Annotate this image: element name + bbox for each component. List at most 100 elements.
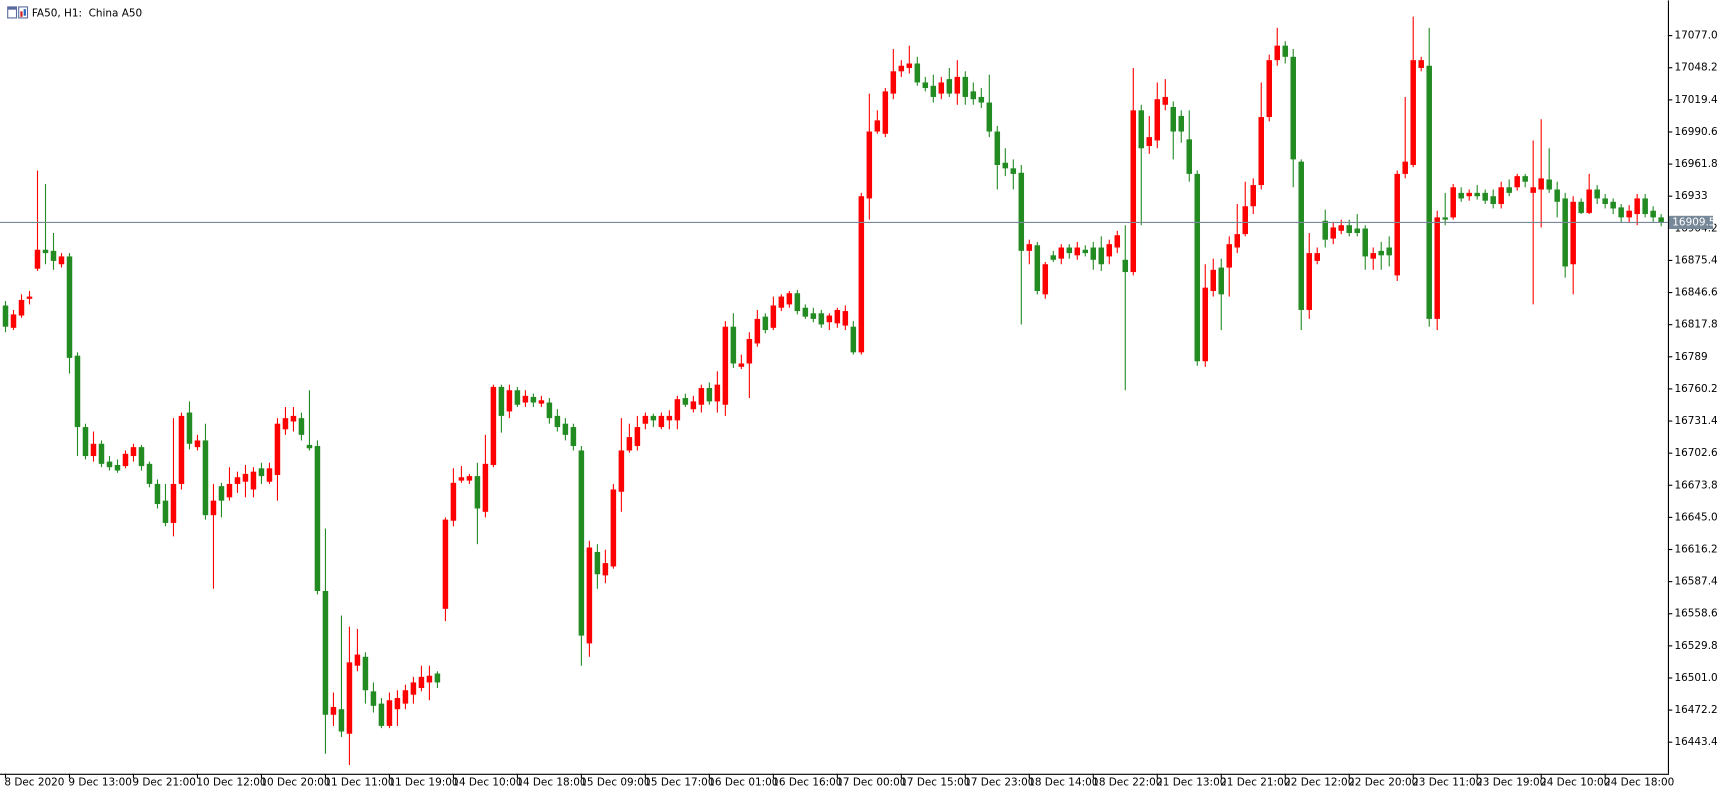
icon-bar [7,6,17,10]
candle-body [1098,247,1105,265]
candle-body [1546,179,1552,190]
y-tick-label: 17048.2 [1674,62,1717,74]
candle-body [466,476,473,481]
candle-body [258,468,265,477]
candle-body [1282,45,1288,57]
candle-body [1138,110,1145,149]
candle-body [1194,173,1201,362]
candle-body [706,388,713,402]
candle-body [58,256,65,265]
candle-body [210,500,217,516]
candle-body [1626,210,1632,218]
y-tick-label: 16645.0 [1674,511,1717,523]
candle-body [1370,253,1376,259]
candle-body [794,293,801,312]
y-tick-label: 17019.4 [1674,94,1718,106]
candle-body [154,483,161,505]
candle-body [538,400,545,404]
candle-body [370,691,377,706]
candle-body [714,384,721,402]
y-tick-label: 16443.4 [1674,736,1718,748]
candle-body [1658,217,1664,223]
candle-body [1122,259,1129,273]
candle-body [1250,185,1257,207]
candle-body [866,131,873,199]
icon-candle [23,9,26,16]
candle-body [1034,245,1041,292]
candle-body [986,102,993,132]
candle-body [602,563,609,576]
candle-body [1498,187,1504,205]
candle-body [1562,198,1568,267]
candle-body [202,440,209,516]
candle-body [570,427,577,447]
y-tick-label: 16529.8 [1674,640,1717,652]
candle-body [1642,198,1648,215]
candle-body [1170,106,1177,132]
candle-body [690,401,697,410]
candle-body [1186,139,1193,174]
candle-body [298,418,305,435]
candle-body [1386,247,1392,256]
x-tick-label: 16 Dec 01:00 [708,777,778,789]
candle-body [610,489,617,567]
x-tick-label: 15 Dec 17:00 [644,777,714,789]
candle-body [218,486,225,501]
candle-body [1554,189,1560,202]
candle-body [1394,173,1400,276]
candle-body [818,313,825,325]
candle-body [1410,60,1416,165]
candle-body [114,464,121,471]
candle-body [1602,198,1608,205]
y-tick-label: 16846.6 [1674,287,1717,299]
candle-body [98,443,105,464]
candle-body [354,654,361,666]
candle-body [1586,189,1592,213]
candle-body [1026,244,1033,251]
candle-body [426,675,433,683]
candle-body [754,318,761,344]
candle-body [970,91,977,100]
candle-body [330,706,337,715]
candle-body [1226,244,1233,268]
candle-body [490,386,497,465]
candle-body [482,463,489,512]
candle-body [514,390,521,405]
candle-body [778,296,785,308]
candle-body [1650,210,1656,218]
candle-body [1290,56,1296,160]
candle-body [722,326,729,405]
candle-body [1450,187,1456,218]
candle-body [1418,60,1424,68]
candle-body [266,468,273,482]
candle-body [1338,225,1344,231]
candle-body [658,415,665,428]
candle-body [1298,161,1304,310]
candle-body [1042,264,1049,295]
candle-body [850,326,857,353]
y-tick-label: 16501.0 [1674,672,1717,684]
candle-body [274,423,281,476]
candle-body [2,305,9,327]
y-tick-label: 17077.0 [1674,30,1717,42]
x-tick-label: 17 Dec 23:00 [964,777,1034,789]
chart-title: FA50, H1: China A50 [32,8,142,20]
x-tick-label: 22 Dec 12:00 [1284,777,1354,789]
y-tick-label: 16789 [1674,351,1707,363]
x-tick-label: 10 Dec 20:00 [260,777,330,789]
candle-body [1362,228,1368,257]
icon-candle [20,11,23,17]
y-tick-label: 16990.6 [1674,126,1717,138]
candle-body [874,120,881,132]
candle-body [1266,60,1272,118]
candle-body [810,313,817,319]
candle-body [194,440,201,448]
y-tick-label: 16587.4 [1674,576,1718,588]
candle-body [730,326,737,364]
candle-body [1522,176,1528,182]
candle-body [618,450,625,492]
candle-body [18,299,25,316]
candle-body [1378,250,1384,256]
candle-body [562,423,569,435]
candle-body [418,676,425,689]
